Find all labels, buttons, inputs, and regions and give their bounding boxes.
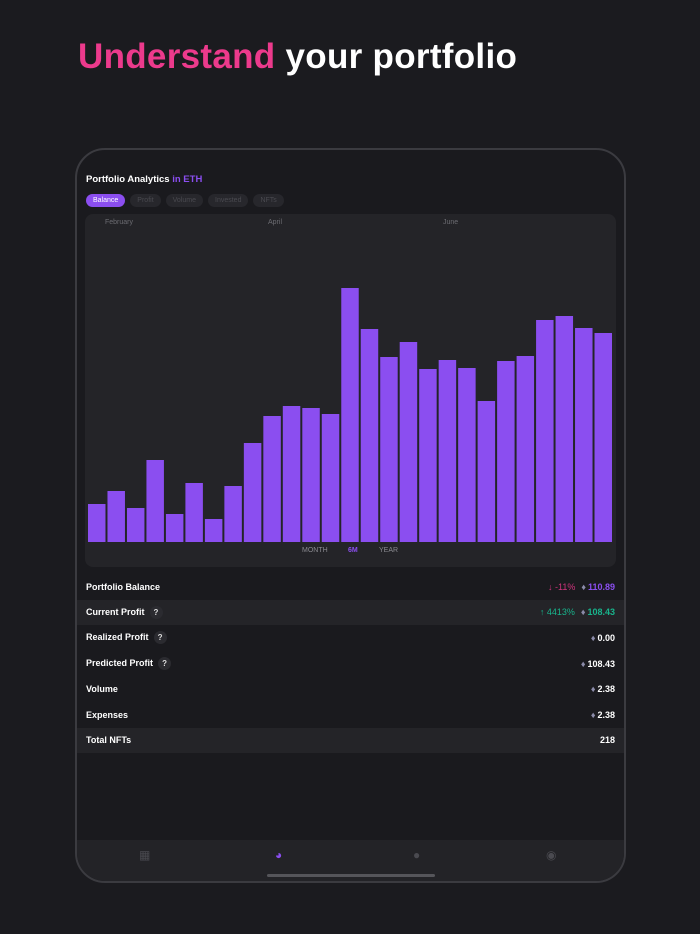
bar <box>341 288 359 542</box>
bar <box>536 320 554 542</box>
tab-bar: ▦ ◕ ● ◉ <box>77 840 624 881</box>
stat-label: Realized Profit? <box>86 631 167 645</box>
bar <box>204 519 223 542</box>
month-label: February <box>105 219 134 226</box>
device-frame: Portfolio Analytics in ETH Balance Profit… <box>75 148 626 883</box>
stat-change: ↓ -11% <box>548 581 576 592</box>
bar-chart <box>88 288 612 542</box>
stat-label: Total NFTs <box>86 735 132 746</box>
chart-panel: February April June MONTH 6M YEAR <box>85 214 616 567</box>
bar <box>243 443 262 542</box>
discord-icon[interactable]: ◉ <box>546 848 557 862</box>
eth-icon: ♦ <box>581 581 586 592</box>
help-icon[interactable]: ? <box>158 657 172 671</box>
bar <box>126 508 145 542</box>
stat-value: ♦ 108.43 <box>580 607 615 618</box>
home-indicator <box>267 874 435 877</box>
stat-row: Predicted Profit? ♦ 108.43 <box>77 651 624 677</box>
bar <box>477 401 496 542</box>
metric-chips: Balance Profit Volume Invested NFTs <box>86 194 284 207</box>
bar <box>224 486 242 542</box>
stat-row: Portfolio Balance ↓ -11% ♦ 110.89 <box>77 574 624 600</box>
range-month[interactable]: MONTH <box>302 547 328 554</box>
headline-highlight: Understand <box>78 37 276 76</box>
bar <box>88 504 106 542</box>
stat-row: Realized Profit? ♦ 0.00 <box>77 625 624 651</box>
help-icon[interactable]: ? <box>153 631 167 645</box>
bar <box>497 361 515 542</box>
analytics-pie-icon[interactable]: ◕ <box>275 848 283 862</box>
stat-label: Portfolio Balance <box>86 581 161 592</box>
bar <box>399 342 418 542</box>
eth-icon: ♦ <box>580 607 586 618</box>
bar <box>458 368 476 542</box>
chip-balance[interactable]: Balance <box>86 194 126 207</box>
stat-value: ♦ 108.43 <box>580 658 615 669</box>
dashboard-icon[interactable]: ▦ <box>139 848 151 862</box>
chip-invested[interactable]: Invested <box>208 194 249 207</box>
headline-rest: your portfolio <box>275 37 518 76</box>
profile-icon[interactable]: ● <box>413 848 421 862</box>
range-6m[interactable]: 6M <box>348 547 358 554</box>
stat-row: Volume ♦ 2.38 <box>77 676 624 702</box>
month-label: June <box>443 219 459 226</box>
analytics-title: Portfolio Analytics in ETH <box>86 174 202 185</box>
bar <box>419 369 437 542</box>
bar <box>282 406 301 542</box>
bar <box>263 416 281 542</box>
bar <box>302 408 320 542</box>
chip-volume[interactable]: Volume <box>165 194 203 207</box>
stat-change: ↑ 4413% <box>539 607 575 618</box>
stat-label: Volume <box>86 684 118 695</box>
eth-icon: ♦ <box>580 658 586 669</box>
bar <box>146 460 164 542</box>
help-icon[interactable]: ? <box>149 605 163 619</box>
bar <box>438 360 457 542</box>
stat-value: ♦ 2.38 <box>590 684 615 695</box>
bar <box>516 356 535 542</box>
bar <box>185 483 203 542</box>
stat-row: Current Profit? ↑ 4413% ♦ 108.43 <box>77 599 624 626</box>
eth-icon: ♦ <box>590 709 596 720</box>
headline: Understand your portfolio <box>78 36 517 78</box>
stat-row: Total NFTs 218 <box>77 727 624 754</box>
bar <box>575 328 593 542</box>
chip-profit[interactable]: Profit <box>130 194 161 207</box>
eth-icon: ♦ <box>590 632 596 643</box>
stat-row: Expenses ♦ 2.38 <box>77 702 624 728</box>
unit-label: in ETH <box>172 174 203 185</box>
stats-list: Portfolio Balance ↓ -11% ♦ 110.89 Current Pr… <box>77 574 624 754</box>
stat-value: ♦ 110.89 <box>581 581 615 592</box>
bar <box>380 357 398 542</box>
range-year[interactable]: YEAR <box>379 547 399 554</box>
title-text: Portfolio Analytics <box>86 174 170 185</box>
bar <box>107 491 125 542</box>
stat-label: Expenses <box>86 709 129 720</box>
chip-nfts[interactable]: NFTs <box>253 194 284 207</box>
month-label: April <box>268 219 283 226</box>
bar <box>555 316 574 542</box>
eth-icon: ♦ <box>590 684 596 695</box>
bar <box>165 514 184 542</box>
stat-value: ♦ 2.38 <box>590 709 615 720</box>
bar <box>321 414 340 542</box>
bar <box>594 333 612 542</box>
stat-value: 218 <box>599 735 615 746</box>
stat-value: ♦ 0.00 <box>590 632 615 643</box>
stat-label: Current Profit? <box>86 605 163 619</box>
bar <box>360 329 379 542</box>
stat-label: Predicted Profit? <box>86 657 172 671</box>
